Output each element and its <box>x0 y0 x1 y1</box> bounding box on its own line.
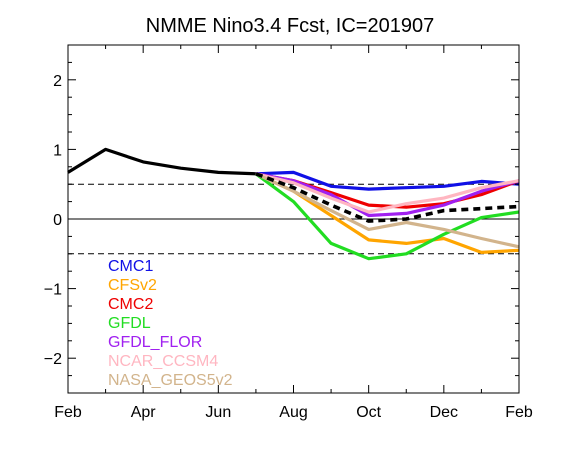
ensemble-mean-line <box>255 172 520 223</box>
legend-item-nasa_geos5v2: NASA_GEOS5v2 <box>108 372 233 389</box>
ensemble-mean-polyline <box>255 172 520 223</box>
x-tick-labels: Feb Apr Jun Aug Oct Dec Feb <box>54 404 533 421</box>
x-tick-label: Jun <box>205 404 231 421</box>
x-tick-label: Aug <box>279 404 307 421</box>
legend-item-gfdl: GFDL <box>108 315 151 332</box>
y-tick-label: −2 <box>44 351 62 368</box>
legend-item-gfdl_flor: GFDL_FLOR <box>108 334 202 351</box>
observed-line <box>67 147 256 176</box>
legend-item-cmc1: CMC1 <box>108 258 153 275</box>
axis-ticks <box>67 44 520 394</box>
series-line-ncar_ccsm4 <box>255 172 520 214</box>
chart-title: NMME Nino3.4 Fcst, IC=201907 <box>146 15 434 37</box>
x-tick-label: Dec <box>430 404 458 421</box>
series-line-cmc1 <box>255 170 520 191</box>
legend-item-ncar_ccsm4: NCAR_CCSM4 <box>108 353 218 370</box>
model-series <box>254 170 520 261</box>
series-line-nasa_geos5v2 <box>255 172 520 249</box>
x-tick-label: Apr <box>131 404 157 421</box>
y-tick-label: −1 <box>44 282 62 299</box>
y-tick-label: 0 <box>53 212 62 229</box>
x-tick-label: Oct <box>356 404 381 421</box>
x-tick-label: Feb <box>505 404 533 421</box>
legend: CMC1 CFSv2 CMC2 GFDL GFDL_FLOR NCAR_CCSM4 NASA… <box>108 258 233 389</box>
y-tick-labels: −2 −1 0 1 2 <box>44 73 62 368</box>
series-line-gfdl <box>254 172 520 261</box>
legend-item-cmc2: CMC2 <box>108 296 153 313</box>
y-tick-label: 2 <box>53 73 62 90</box>
series-line-gfdl_flor <box>255 172 520 218</box>
y-tick-label: 1 <box>53 142 62 159</box>
legend-item-cfsv2: CFSv2 <box>108 277 157 294</box>
observed-polyline <box>67 147 256 176</box>
x-tick-label: Feb <box>54 404 82 421</box>
